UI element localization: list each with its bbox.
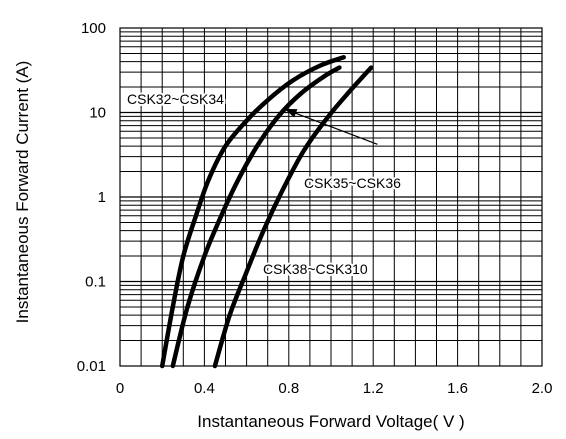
tick-layer: 0 0.4 0.8 1.2 1.6 2.0 0.01 0.1 1 10 100: [77, 20, 553, 397]
annotation-arrow-line: [284, 108, 378, 145]
annotation-arrow-head: [284, 109, 298, 118]
x-tick-label: 1.6: [447, 380, 468, 397]
x-axis-label: Instantaneous Forward Voltage( V ): [197, 412, 464, 431]
x-tick-label: 0.4: [194, 380, 215, 397]
label-layer: Instantaneous Forward Voltage( V ) Insta…: [13, 61, 465, 431]
series-line-1: [159, 55, 346, 369]
y-tick-label: 0.01: [77, 358, 106, 375]
x-tick-label: 1.2: [363, 380, 384, 397]
y-tick-label: 10: [89, 105, 106, 122]
plot-frame: [119, 27, 543, 367]
y-tick-label: 100: [81, 20, 106, 37]
y-tick-label: 1: [98, 189, 106, 206]
curve-label-csk32-csk34: CSK32~CSK34: [127, 91, 224, 107]
curve-label-csk38-csk310: CSK38~CSK310: [263, 261, 368, 277]
curve-label-csk35-csk36: CSK35~CSK36: [304, 175, 401, 191]
y-tick-label: 0.1: [85, 274, 106, 291]
x-tick-label: 0.8: [278, 380, 299, 397]
y-axis-label: Instantaneous Forward Current (A): [13, 61, 32, 324]
x-tick-label: 0: [116, 380, 124, 397]
curve-layer: [159, 55, 378, 369]
series-line-2: [170, 65, 342, 369]
x-tick-label: 2.0: [532, 380, 553, 397]
series-line-3: [212, 65, 374, 369]
grid-layer: [120, 28, 542, 366]
